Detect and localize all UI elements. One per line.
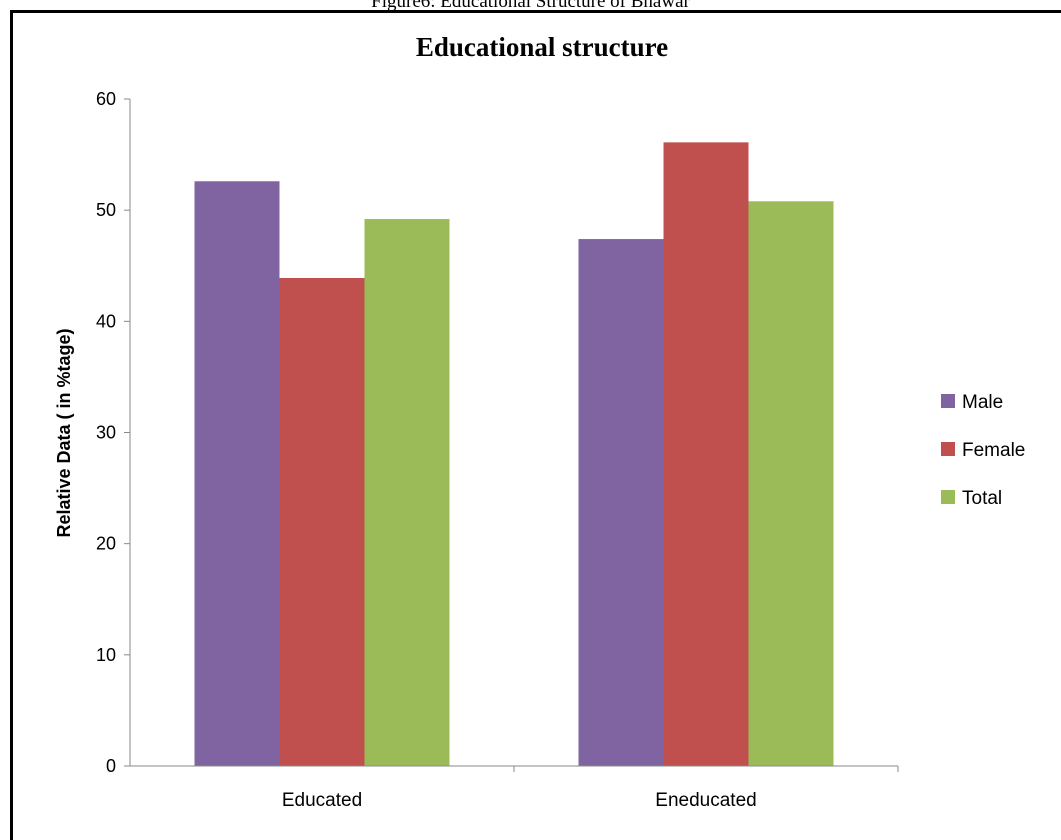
legend: Male Female Total xyxy=(941,392,1025,509)
y-tick-label: 0 xyxy=(106,756,116,776)
bar-female-eneducated xyxy=(663,142,749,767)
chart-frame xyxy=(10,10,1061,840)
legend-label-total: Total xyxy=(962,488,1002,509)
x-category-label: Educated xyxy=(282,790,362,811)
y-tick-label: 50 xyxy=(96,200,116,220)
legend-swatch-female xyxy=(941,442,955,456)
bars-group xyxy=(194,142,834,767)
legend-label-male: Male xyxy=(962,392,1003,413)
chart-title: Educational structure xyxy=(416,32,668,62)
bar-female-educated xyxy=(279,277,365,766)
y-tick-label: 60 xyxy=(96,89,116,109)
x-axis-labels: Educated Eneducated xyxy=(282,766,899,811)
figure-caption: Figure6: Educational Structure of Bhawar xyxy=(371,0,690,12)
x-category-label: Eneducated xyxy=(655,790,756,811)
legend-label-female: Female xyxy=(962,440,1025,461)
y-axis-ticks: 0 10 20 30 40 50 60 xyxy=(96,89,130,776)
y-tick-label: 20 xyxy=(96,534,116,554)
legend-swatch-total xyxy=(941,490,955,504)
bar-male-eneducated xyxy=(578,239,664,766)
bar-male-educated xyxy=(194,181,280,767)
y-tick-label: 30 xyxy=(96,423,116,443)
bar-total-educated xyxy=(364,219,450,766)
legend-swatch-male xyxy=(941,394,955,408)
y-tick-label: 40 xyxy=(96,311,116,331)
y-axis-title: Relative Data ( in %tage) xyxy=(54,328,74,537)
y-tick-label: 10 xyxy=(96,645,116,665)
bar-total-eneducated xyxy=(748,201,834,767)
